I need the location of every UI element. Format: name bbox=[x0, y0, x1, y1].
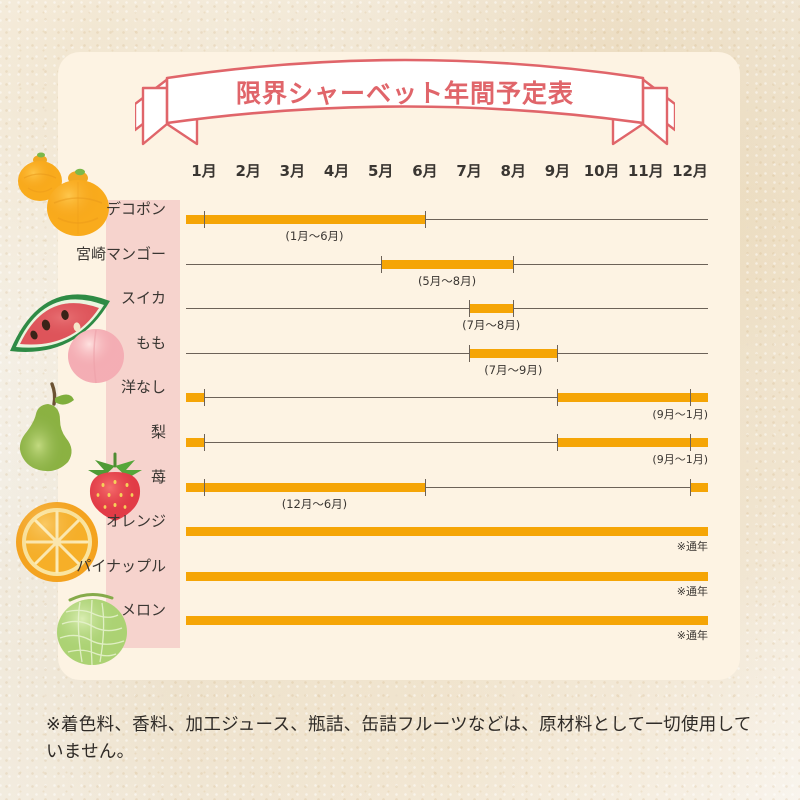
month-tick bbox=[557, 434, 559, 451]
availability-bar bbox=[380, 259, 514, 269]
chart-row: 宮崎マンゴー (5月～8月) bbox=[0, 243, 800, 288]
month-tick bbox=[204, 211, 205, 228]
fruit-label: オレンジ bbox=[105, 512, 166, 531]
row-axis-line bbox=[186, 442, 708, 443]
month-header: 12月 bbox=[672, 162, 708, 180]
fruit-label: もも bbox=[135, 333, 166, 352]
fruit-label: パイナップル bbox=[76, 556, 166, 575]
fruit-label: デコポン bbox=[105, 200, 166, 218]
month-header: 9月 bbox=[544, 162, 571, 180]
month-tick bbox=[557, 389, 559, 407]
month-tick bbox=[204, 434, 205, 451]
fruit-label: 梨 bbox=[150, 423, 166, 441]
month-header: 1月 bbox=[191, 162, 217, 180]
chart-row: パイナップル ※通年 bbox=[0, 555, 800, 600]
row-axis-line bbox=[186, 486, 708, 488]
chart-row: オレンジ ※通年 bbox=[0, 510, 800, 555]
availability-bar bbox=[186, 571, 708, 581]
month-header: 10月 bbox=[583, 162, 620, 180]
month-header: 7月 bbox=[456, 162, 482, 180]
dekopon-icon bbox=[47, 168, 109, 236]
watermelon-icon bbox=[10, 294, 110, 352]
month-tick bbox=[469, 300, 471, 318]
availability-bar bbox=[469, 304, 514, 314]
melon-icon bbox=[57, 593, 127, 666]
chart-row: スイカ (7月～8月) bbox=[0, 287, 800, 332]
chart-row: もも (7月～9月) bbox=[0, 332, 800, 377]
all-year-note: ※通年 bbox=[676, 629, 708, 643]
month-header: 4月 bbox=[323, 162, 350, 180]
footnote: ※着色料、香料、加工ジュース、瓶詰、缶詰フルーツなどは、原材料として一切使用して… bbox=[46, 715, 752, 763]
month-header: 11月 bbox=[627, 162, 664, 180]
availability-bar bbox=[186, 215, 425, 224]
all-year-note: ※通年 bbox=[676, 540, 708, 554]
availability-bar bbox=[469, 348, 558, 358]
chart-row: 梨 (9月～1月) bbox=[0, 421, 800, 466]
row-axis-line bbox=[186, 308, 708, 310]
availability-bar bbox=[186, 482, 425, 492]
row-axis-line bbox=[186, 219, 708, 220]
availability-bar bbox=[557, 393, 708, 403]
period-note: (9月～1月) bbox=[652, 408, 708, 422]
page-title: 限界シャーベット年間予定表 bbox=[235, 79, 574, 108]
month-tick bbox=[557, 344, 559, 362]
period-note: (1月～6月) bbox=[285, 229, 344, 243]
month-header: 8月 bbox=[500, 162, 526, 180]
fruit-label: スイカ bbox=[120, 289, 166, 308]
chart-row: 洋なし (9月～1月) bbox=[0, 376, 800, 421]
peach-icon bbox=[68, 329, 124, 384]
pear-icon bbox=[19, 382, 74, 472]
strawberry-icon bbox=[88, 452, 142, 521]
fruit-label: 洋なし bbox=[120, 378, 166, 397]
period-note: (12月～6月) bbox=[281, 496, 348, 511]
orange-slice-icon bbox=[16, 502, 98, 582]
row-axis-line bbox=[186, 352, 708, 354]
period-note: (9月～1月) bbox=[652, 453, 708, 466]
availability-bar bbox=[186, 438, 204, 447]
all-year-note: ※通年 bbox=[676, 584, 708, 598]
month-tick bbox=[513, 300, 515, 318]
fruit-label-panel bbox=[106, 200, 180, 648]
month-header: 3月 bbox=[279, 162, 306, 180]
fruit-label: メロン bbox=[120, 601, 166, 620]
fruit-label: 宮崎マンゴー bbox=[75, 244, 166, 263]
month-tick bbox=[690, 389, 691, 407]
title-banner: 限界シャーベット年間予定表 bbox=[135, 48, 675, 153]
availability-bar bbox=[186, 527, 708, 537]
period-note: (7月～8月) bbox=[462, 318, 521, 333]
month-tick bbox=[380, 255, 382, 273]
availability-bar bbox=[186, 393, 204, 403]
fruit-label: 苺 bbox=[150, 467, 166, 486]
month-tick bbox=[690, 478, 691, 496]
period-note: (7月～9月) bbox=[484, 362, 543, 377]
month-tick bbox=[513, 255, 515, 273]
month-tick bbox=[469, 344, 471, 362]
month-tick bbox=[690, 434, 691, 451]
month-header: 2月 bbox=[235, 162, 261, 180]
month-tick bbox=[424, 211, 426, 228]
availability-bar bbox=[186, 616, 708, 626]
dekopon-icon bbox=[18, 152, 62, 201]
month-header: 6月 bbox=[412, 162, 438, 180]
chart-row: 苺 (12月～6月) bbox=[0, 466, 800, 511]
month-tick bbox=[204, 478, 205, 496]
availability-bar bbox=[690, 482, 708, 492]
chart-row: デコポン (1月～6月) bbox=[0, 198, 800, 243]
availability-bar bbox=[557, 438, 708, 447]
row-axis-line bbox=[186, 397, 708, 399]
period-note: (5月～8月) bbox=[417, 273, 477, 288]
month-tick bbox=[424, 478, 426, 496]
month-header: 5月 bbox=[368, 162, 394, 180]
chart-row: メロン ※通年 bbox=[0, 599, 800, 644]
month-tick bbox=[204, 389, 205, 407]
